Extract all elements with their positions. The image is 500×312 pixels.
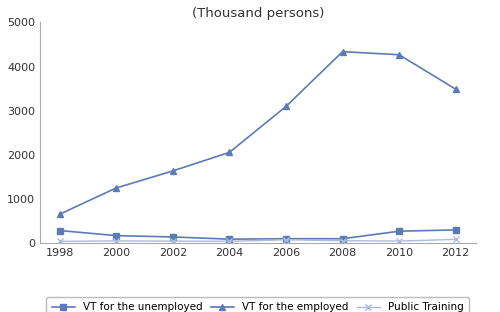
Public Training [170, 239, 176, 243]
VT for the unemployed [452, 228, 458, 232]
VT for the unemployed [226, 237, 232, 241]
Line: Public Training: Public Training [56, 236, 459, 245]
VT for the employed [114, 186, 119, 190]
Legend: VT for the unemployed, VT for the employed, Public Training: VT for the unemployed, VT for the employ… [46, 297, 469, 312]
VT for the employed [226, 150, 232, 154]
Public Training [396, 239, 402, 243]
Public Training [226, 239, 232, 243]
VT for the unemployed [114, 234, 119, 237]
VT for the employed [283, 105, 289, 108]
VT for the employed [396, 53, 402, 56]
Public Training [283, 238, 289, 242]
Public Training [452, 237, 458, 241]
VT for the unemployed [283, 237, 289, 241]
VT for the unemployed [340, 237, 345, 241]
VT for the employed [56, 212, 62, 216]
Line: VT for the employed: VT for the employed [56, 48, 459, 218]
Public Training [340, 239, 345, 243]
Title: (Thousand persons): (Thousand persons) [192, 7, 324, 20]
Line: VT for the unemployed: VT for the unemployed [56, 227, 459, 243]
Public Training [114, 239, 119, 243]
VT for the unemployed [170, 235, 176, 239]
Public Training [56, 240, 62, 243]
VT for the employed [340, 50, 345, 54]
VT for the employed [452, 87, 458, 91]
VT for the unemployed [56, 229, 62, 232]
VT for the unemployed [396, 229, 402, 233]
VT for the employed [170, 169, 176, 173]
